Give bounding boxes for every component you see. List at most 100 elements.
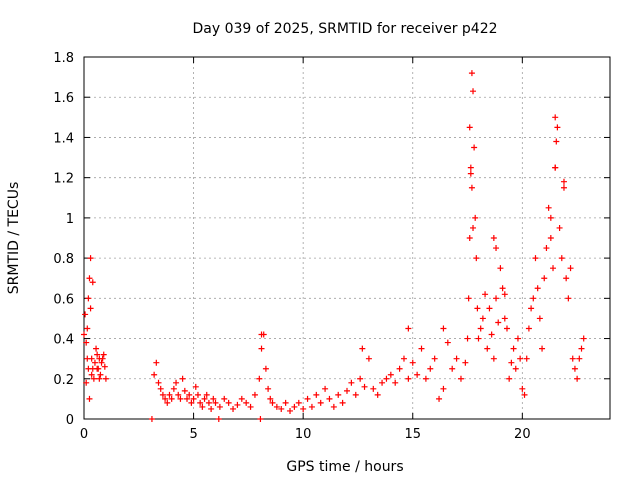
- data-point: [414, 371, 421, 378]
- data-point: [552, 164, 559, 171]
- data-point: [88, 355, 95, 362]
- data-point: [91, 359, 98, 366]
- data-point: [199, 403, 206, 410]
- data-point: [308, 403, 315, 410]
- data-point: [361, 383, 368, 390]
- data-point: [488, 331, 495, 338]
- data-point: [565, 295, 572, 302]
- data-point: [525, 325, 532, 332]
- data-point: [101, 363, 108, 370]
- data-point: [514, 335, 521, 342]
- data-point: [560, 178, 567, 185]
- data-point: [84, 325, 91, 332]
- data-point: [532, 255, 539, 262]
- data-point: [359, 345, 366, 352]
- data-point: [405, 325, 412, 332]
- chart-title: Day 039 of 2025, SRMTID for receiver p42…: [192, 21, 497, 37]
- data-point: [295, 399, 302, 406]
- data-point: [574, 375, 581, 382]
- data-point: [184, 395, 191, 402]
- y-tick-label: 1.6: [53, 91, 74, 106]
- data-point: [151, 371, 158, 378]
- data-point: [436, 395, 443, 402]
- data-point: [374, 391, 381, 398]
- data-point: [256, 375, 263, 382]
- data-point: [335, 391, 342, 398]
- data-point: [81, 331, 87, 338]
- data-point: [221, 395, 228, 402]
- data-point: [506, 375, 513, 382]
- data-point: [278, 405, 285, 412]
- data-point: [466, 235, 473, 241]
- data-point: [258, 331, 265, 338]
- data-point: [477, 325, 484, 332]
- data-point: [554, 124, 561, 131]
- data-point: [322, 385, 329, 392]
- x-tick-label: 0: [80, 427, 88, 442]
- data-point: [547, 214, 554, 221]
- data-point: [88, 371, 95, 378]
- y-tick-label: 0.2: [53, 373, 74, 388]
- data-point: [313, 391, 320, 398]
- data-point: [97, 371, 104, 378]
- data-point: [85, 295, 92, 302]
- data-point: [449, 365, 456, 372]
- data-point: [86, 275, 93, 282]
- data-point: [493, 245, 500, 252]
- data-point: [247, 403, 254, 410]
- data-point: [499, 285, 506, 292]
- data-point: [87, 255, 94, 262]
- data-point: [291, 403, 298, 410]
- data-point: [543, 245, 550, 252]
- data-point: [238, 395, 245, 402]
- data-point: [528, 305, 535, 312]
- data-point: [571, 365, 578, 372]
- data-point: [339, 399, 346, 406]
- x-tick-label: 15: [404, 427, 421, 442]
- data-point: [569, 355, 576, 362]
- data-point: [179, 375, 186, 382]
- data-point: [470, 224, 477, 231]
- data-point: [205, 399, 212, 406]
- y-axis: 0 0.2 0.4 0.6 0.8 1 1.2 1.4 1.6 1.8: [53, 51, 610, 428]
- x-axis-label: GPS time / hours: [286, 459, 403, 475]
- data-point: [89, 279, 96, 286]
- data-point: [486, 305, 493, 312]
- data-point: [173, 379, 180, 386]
- data-point: [192, 383, 199, 390]
- data-point: [400, 355, 407, 362]
- data-point: [94, 351, 101, 358]
- data-point: [148, 416, 155, 422]
- data-point: [194, 391, 201, 398]
- data-point: [465, 295, 472, 302]
- data-point: [444, 339, 451, 346]
- data-point: [370, 385, 377, 392]
- data-point: [102, 375, 109, 382]
- x-axis: 0 5 10 15 20: [80, 57, 531, 442]
- data-point: [472, 214, 479, 221]
- data-point: [90, 375, 97, 382]
- data-point: [326, 395, 333, 402]
- data-point: [157, 385, 164, 392]
- data-point: [177, 395, 184, 402]
- data-point: [282, 399, 289, 406]
- data-point: [330, 403, 337, 410]
- y-tick-label: 0.8: [53, 252, 74, 267]
- data-point: [265, 385, 272, 392]
- data-point: [490, 235, 497, 241]
- data-point: [93, 345, 100, 352]
- data-point: [567, 265, 574, 272]
- data-point: [243, 399, 250, 406]
- data-point: [556, 224, 563, 231]
- data-point: [344, 387, 350, 394]
- data-point: [510, 345, 517, 352]
- data-point: [83, 379, 90, 386]
- data-point: [495, 319, 502, 326]
- data-point: [467, 164, 474, 171]
- x-tick-label: 10: [295, 427, 312, 442]
- y-tick-label: 1: [66, 212, 74, 227]
- data-point: [387, 371, 394, 378]
- data-point: [155, 379, 162, 386]
- data-point: [484, 345, 491, 352]
- data-point: [418, 345, 425, 352]
